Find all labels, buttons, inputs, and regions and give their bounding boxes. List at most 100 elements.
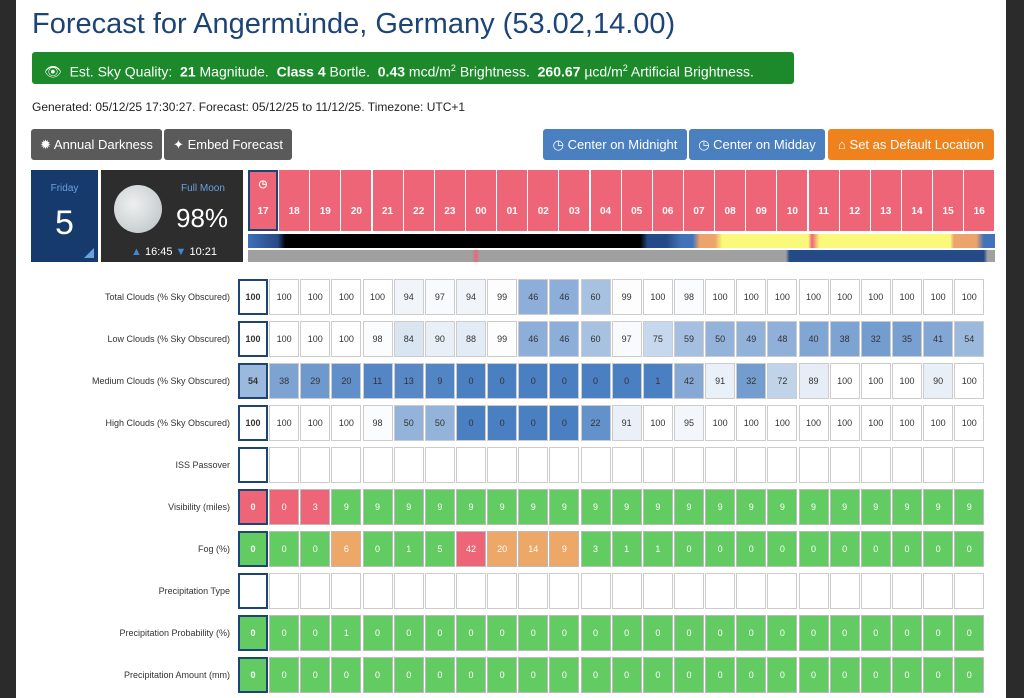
forecast-cell[interactable]: 5	[424, 531, 455, 567]
forecast-cell[interactable]: 9	[923, 489, 954, 525]
forecast-cell[interactable]: 94	[455, 279, 486, 315]
forecast-cell[interactable]: 35	[891, 321, 922, 357]
forecast-cell[interactable]: 0	[767, 615, 798, 651]
forecast-cell[interactable]	[393, 573, 424, 609]
forecast-cell[interactable]: 1	[331, 615, 362, 651]
forecast-cell[interactable]: 100	[829, 405, 860, 441]
forecast-cell[interactable]: 0	[518, 405, 549, 441]
forecast-cell[interactable]: 90	[424, 321, 455, 357]
forecast-cell[interactable]: 20	[331, 363, 362, 399]
forecast-cell[interactable]	[549, 447, 580, 483]
hour-cell[interactable]: 15	[933, 170, 964, 231]
forecast-cell[interactable]	[798, 447, 829, 483]
forecast-cell[interactable]: 60	[580, 279, 611, 315]
forecast-cell[interactable]: 0	[549, 363, 580, 399]
forecast-cell[interactable]: 0	[705, 615, 736, 651]
forecast-cell[interactable]: 42	[673, 363, 704, 399]
forecast-cell[interactable]: 100	[798, 405, 829, 441]
forecast-cell[interactable]: 0	[487, 363, 518, 399]
forecast-cell[interactable]: 9	[860, 489, 891, 525]
forecast-cell[interactable]: 0	[518, 615, 549, 651]
forecast-cell[interactable]	[642, 573, 673, 609]
forecast-cell[interactable]: 75	[642, 321, 673, 357]
forecast-cell[interactable]	[518, 573, 549, 609]
forecast-cell[interactable]	[829, 573, 860, 609]
hour-cell[interactable]: 01	[497, 170, 528, 231]
forecast-cell[interactable]: 0	[362, 615, 393, 651]
forecast-cell[interactable]: 9	[331, 489, 362, 525]
forecast-cell[interactable]	[300, 447, 331, 483]
forecast-cell[interactable]: 100	[300, 321, 331, 357]
forecast-cell[interactable]: 0	[518, 657, 549, 693]
forecast-cell[interactable]	[580, 447, 611, 483]
forecast-cell[interactable]	[362, 447, 393, 483]
forecast-cell[interactable]: 100	[705, 405, 736, 441]
forecast-cell[interactable]: 0	[798, 531, 829, 567]
hour-cell[interactable]: 16	[964, 170, 995, 231]
forecast-cell[interactable]: 0	[331, 657, 362, 693]
set-default-location-button[interactable]: ⌂ Set as Default Location	[828, 129, 994, 160]
forecast-cell[interactable]: 0	[923, 615, 954, 651]
forecast-cell[interactable]	[518, 447, 549, 483]
forecast-cell[interactable]	[487, 447, 518, 483]
hour-cell[interactable]: 14	[901, 170, 932, 231]
forecast-cell[interactable]: 0	[923, 657, 954, 693]
forecast-cell[interactable]: 9	[705, 489, 736, 525]
forecast-cell[interactable]: 100	[829, 279, 860, 315]
forecast-cell[interactable]: 0	[642, 657, 673, 693]
hour-cell[interactable]: 23	[434, 170, 465, 231]
forecast-cell[interactable]: 100	[767, 405, 798, 441]
forecast-cell[interactable]: 38	[829, 321, 860, 357]
forecast-cell[interactable]: 9	[829, 489, 860, 525]
forecast-cell[interactable]: 0	[673, 531, 704, 567]
forecast-cell[interactable]: 0	[798, 657, 829, 693]
forecast-cell[interactable]: 100	[642, 279, 673, 315]
hour-cell[interactable]: 21	[372, 170, 403, 231]
forecast-cell[interactable]: 22	[580, 405, 611, 441]
forecast-cell[interactable]: 9	[549, 489, 580, 525]
forecast-cell[interactable]	[673, 447, 704, 483]
forecast-cell[interactable]	[611, 573, 642, 609]
forecast-cell[interactable]: 9	[611, 489, 642, 525]
forecast-cell[interactable]: 0	[300, 657, 331, 693]
forecast-cell[interactable]: 0	[269, 657, 300, 693]
forecast-cell[interactable]	[673, 573, 704, 609]
forecast-cell[interactable]	[611, 447, 642, 483]
forecast-cell[interactable]: 0	[611, 657, 642, 693]
forecast-cell[interactable]: 100	[331, 321, 362, 357]
forecast-cell[interactable]: 9	[954, 489, 985, 525]
hour-cell[interactable]: 09	[746, 170, 777, 231]
forecast-cell[interactable]: 9	[518, 489, 549, 525]
forecast-cell[interactable]: 88	[455, 321, 486, 357]
hour-cell[interactable]: 02	[528, 170, 559, 231]
forecast-cell[interactable]	[860, 447, 891, 483]
forecast-cell[interactable]: 0	[238, 489, 268, 525]
forecast-cell[interactable]: 100	[269, 279, 300, 315]
forecast-cell[interactable]: 0	[549, 615, 580, 651]
forecast-cell[interactable]: 9	[642, 489, 673, 525]
forecast-cell[interactable]: 100	[923, 279, 954, 315]
forecast-cell[interactable]: 98	[362, 405, 393, 441]
forecast-cell[interactable]: 100	[891, 279, 922, 315]
forecast-cell[interactable]: 100	[331, 279, 362, 315]
forecast-cell[interactable]	[860, 573, 891, 609]
forecast-cell[interactable]: 84	[393, 321, 424, 357]
forecast-cell[interactable]: 100	[705, 279, 736, 315]
forecast-cell[interactable]	[923, 573, 954, 609]
forecast-cell[interactable]: 0	[891, 615, 922, 651]
forecast-cell[interactable]	[455, 573, 486, 609]
forecast-cell[interactable]: 14	[518, 531, 549, 567]
forecast-cell[interactable]: 0	[611, 615, 642, 651]
forecast-cell[interactable]: 6	[331, 531, 362, 567]
forecast-cell[interactable]	[798, 573, 829, 609]
forecast-cell[interactable]: 100	[269, 321, 300, 357]
forecast-cell[interactable]: 0	[300, 531, 331, 567]
forecast-cell[interactable]: 100	[362, 279, 393, 315]
forecast-cell[interactable]: 0	[269, 615, 300, 651]
forecast-cell[interactable]: 99	[611, 279, 642, 315]
forecast-cell[interactable]: 100	[954, 405, 985, 441]
forecast-cell[interactable]: 99	[487, 321, 518, 357]
forecast-cell[interactable]: 50	[393, 405, 424, 441]
hour-cell[interactable]: 08	[715, 170, 746, 231]
forecast-cell[interactable]: 0	[611, 363, 642, 399]
